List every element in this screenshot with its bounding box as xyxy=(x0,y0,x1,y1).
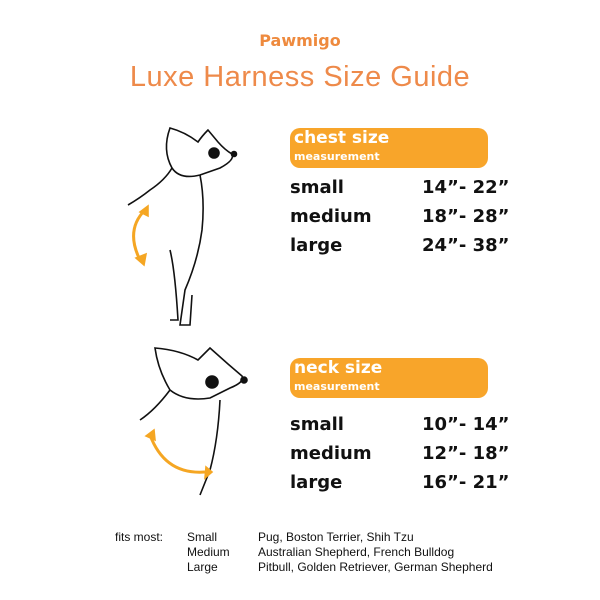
chest-row-large: large 24”- 38” xyxy=(290,234,550,260)
fit-size: Small xyxy=(187,530,218,544)
dog-chest-illustration xyxy=(127,127,238,326)
chest-size-header: chest size measurement xyxy=(290,128,488,168)
size-label: medium xyxy=(290,206,372,227)
size-label: small xyxy=(290,414,344,435)
fits-most-label: fits most: xyxy=(115,530,164,544)
size-label: large xyxy=(290,472,343,493)
neck-size-subtitle: measurement xyxy=(294,380,380,393)
size-range: 14”- 22” xyxy=(422,177,510,198)
neck-row-large: large 16”- 21” xyxy=(290,471,550,497)
size-label: large xyxy=(290,235,343,256)
neck-row-small: small 10”- 14” xyxy=(290,413,550,439)
size-range: 16”- 21” xyxy=(422,472,510,493)
brand-logo: Pawmigo xyxy=(259,31,341,50)
size-range: 18”- 28” xyxy=(422,206,510,227)
neck-size-title: neck size xyxy=(294,358,383,378)
dog-neck-illustration xyxy=(139,346,248,496)
chest-row-medium: medium 18”- 28” xyxy=(290,205,550,231)
fit-breeds: Australian Shepherd, French Bulldog xyxy=(258,545,455,559)
size-label: small xyxy=(290,177,344,198)
size-range: 12”- 18” xyxy=(422,443,510,464)
fit-breeds: Pitbull, Golden Retriever, German Shephe… xyxy=(258,560,493,574)
page-title: Luxe Harness Size Guide xyxy=(129,61,471,93)
chest-size-title: chest size xyxy=(294,128,390,148)
size-range: 10”- 14” xyxy=(422,414,510,435)
chest-row-small: small 14”- 22” xyxy=(290,176,550,202)
neck-size-header: neck size measurement xyxy=(290,358,488,398)
fit-size: Large xyxy=(187,560,218,574)
fit-size: Medium xyxy=(187,545,230,559)
size-range: 24”- 38” xyxy=(422,235,510,256)
fit-breeds: Pug, Boston Terrier, Shih Tzu xyxy=(258,530,414,544)
chest-size-subtitle: measurement xyxy=(294,150,380,163)
size-label: medium xyxy=(290,443,372,464)
neck-row-medium: medium 12”- 18” xyxy=(290,442,550,468)
